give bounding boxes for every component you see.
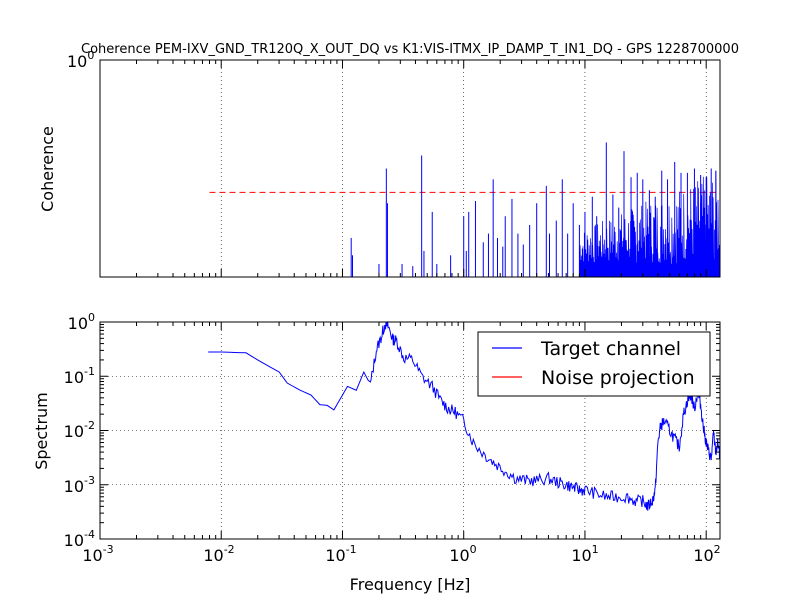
chart-title: Coherence PEM-IXV_GND_TR120Q_X_OUT_DQ vs… xyxy=(81,42,739,57)
spectrum-xtick-label: 10-3 xyxy=(82,543,113,565)
legend: Target channel Noise projection xyxy=(477,331,711,397)
spectrum-plot: 100 10-1 10-2 10-3 10-4 10-3 10-2 10-1 1… xyxy=(32,311,721,594)
spectrum-ytick-label: 100 xyxy=(68,311,95,333)
legend-label-noise-projection: Noise projection xyxy=(541,367,695,389)
spectrum-y-axis-label: Spectrum xyxy=(32,392,51,470)
spectrum-xtick-labels: 10-3 10-2 10-1 100 101 102 xyxy=(82,543,720,565)
spectrum-xtick-label: 10-1 xyxy=(325,543,356,565)
spectrum-xtick-label: 10-2 xyxy=(203,543,234,565)
coherence-series xyxy=(350,142,720,278)
coherence-dense-band xyxy=(579,171,720,278)
spectrum-ytick-labels: 100 10-1 10-2 10-3 10-4 xyxy=(64,311,95,550)
coherence-plot: Coherence PEM-IXV_GND_TR120Q_X_OUT_DQ vs… xyxy=(38,42,739,278)
spectrum-ticks xyxy=(99,321,720,540)
spectrum-ytick-label: 10-4 xyxy=(64,528,95,550)
coherence-plot-background xyxy=(100,60,720,277)
spectrum-xtick-label: 100 xyxy=(449,543,476,565)
legend-box xyxy=(477,331,711,397)
spectrum-ytick-label: 10-3 xyxy=(64,474,95,496)
coherence-ytick-labels: 100 xyxy=(67,49,94,71)
coherence-ticks xyxy=(99,59,720,277)
coherence-y-axis-label: Coherence xyxy=(38,126,57,212)
coherence-ytick-label: 100 xyxy=(67,49,94,71)
spectrum-ytick-label: 10-2 xyxy=(64,419,95,441)
spectrum-xtick-label: 102 xyxy=(693,543,720,565)
spectrum-series xyxy=(208,320,721,511)
legend-label-target-channel: Target channel xyxy=(540,338,681,360)
coherence-plot-frame xyxy=(99,59,721,278)
frequency-x-axis-label: Frequency [Hz] xyxy=(350,575,471,594)
spectrum-target-channel-line xyxy=(208,320,721,511)
spectrum-xtick-label: 101 xyxy=(571,543,598,565)
spectrum-ytick-label: 10-1 xyxy=(64,365,95,387)
